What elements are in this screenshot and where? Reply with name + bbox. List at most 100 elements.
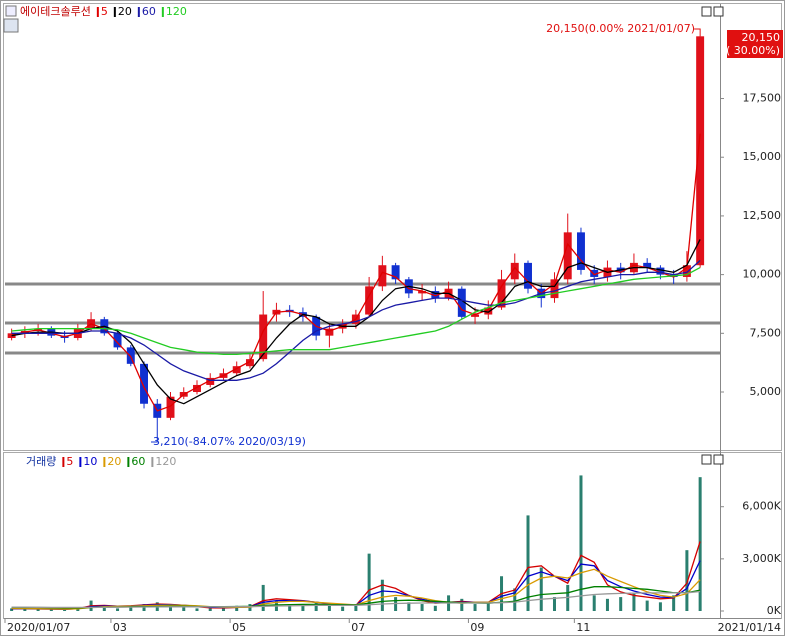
restore-button[interactable]	[701, 6, 712, 17]
close-button[interactable]	[713, 454, 724, 465]
candle-body	[232, 366, 241, 374]
volume-bar	[526, 515, 530, 611]
volume-bar	[354, 604, 358, 611]
volume-bar	[460, 598, 464, 611]
volume-bar	[407, 602, 411, 611]
candle-body	[577, 232, 585, 270]
candle-body	[682, 265, 691, 277]
candle-body	[656, 267, 665, 275]
volume-bar	[182, 607, 186, 611]
legend-swatch	[137, 7, 140, 17]
y-tick-label: 5,000	[750, 385, 782, 398]
volume-bar	[486, 602, 490, 611]
candle-body	[166, 396, 175, 418]
price-panel	[3, 3, 782, 451]
candle-body	[378, 265, 387, 287]
legend-label: 5	[66, 455, 73, 468]
volume-bar	[63, 609, 67, 611]
candle-body	[457, 288, 466, 317]
volume-bar	[129, 606, 133, 611]
ma-line	[11, 267, 701, 356]
legend-swatch	[96, 7, 99, 17]
x-tick-label: 07	[351, 621, 365, 634]
legend-title: 거래량	[26, 455, 56, 468]
volume-bar	[672, 595, 676, 611]
ma-line	[11, 133, 701, 412]
volume-bar	[513, 588, 517, 611]
volume-bar	[433, 605, 437, 611]
panel-icon[interactable]	[5, 5, 17, 17]
last-price-label: 20,150	[742, 31, 781, 44]
legend-swatch	[103, 457, 106, 467]
volume-bar	[539, 567, 543, 611]
last-price-box	[727, 30, 783, 58]
close-button[interactable]	[713, 6, 724, 17]
ma-line	[11, 239, 701, 405]
y-tick-label: 15,000	[743, 150, 782, 163]
volume-bar	[367, 553, 371, 611]
volume-bar	[579, 475, 583, 611]
volume-bar	[116, 608, 120, 611]
y-tick-label: 6,000K	[742, 500, 781, 513]
legend-swatch	[161, 7, 164, 17]
candle-body	[590, 269, 599, 277]
candle-body	[259, 314, 268, 360]
x-end-label: 2021/01/14	[718, 621, 781, 634]
volume-bar	[261, 584, 265, 611]
candle-body	[418, 291, 427, 294]
x-tick-label: 05	[232, 621, 246, 634]
legend-label: 60	[131, 455, 145, 468]
candle-body	[126, 347, 135, 364]
volume-bar	[10, 608, 14, 611]
candle-body	[245, 359, 254, 367]
legend-swatch	[113, 7, 116, 17]
candle-body	[113, 333, 122, 348]
candle-body	[696, 36, 705, 266]
low-label: 3,210(-84.07% 2020/03/19)	[153, 435, 306, 448]
candle-body	[431, 291, 440, 299]
volume-bar	[208, 608, 212, 611]
candle-body	[524, 262, 532, 289]
legend-label: 5	[101, 5, 108, 18]
volume-bar	[645, 600, 649, 611]
candle-body	[325, 328, 334, 336]
volume-bar	[685, 550, 689, 611]
y-tick-label: 7,500	[750, 326, 782, 339]
volume-bar	[592, 595, 596, 611]
high-label: 20,150(0.00% 2021/01/07)	[546, 22, 695, 35]
candle-body	[140, 363, 148, 404]
volume-bar	[632, 593, 636, 611]
volume-bar	[698, 477, 702, 611]
volume-bar	[327, 605, 331, 611]
y-tick-label: 0K	[767, 604, 782, 617]
volume-bar	[658, 602, 662, 611]
volume-bar	[552, 597, 556, 611]
volume-bar	[288, 604, 292, 611]
candle-body	[484, 307, 493, 315]
change-label: ( 30.00%)	[726, 44, 780, 57]
legend-swatch	[62, 457, 65, 467]
y-tick-label: 10,000	[743, 268, 782, 281]
candle-body	[391, 265, 400, 280]
candle-body	[365, 286, 374, 315]
x-tick-label: 03	[113, 621, 127, 634]
legend-title: 에이테크솔루션	[20, 5, 91, 18]
annotation-leader	[694, 28, 701, 37]
volume-bar	[473, 604, 477, 611]
volume-bar	[36, 608, 40, 611]
annotation-leader	[151, 434, 158, 443]
candle-body	[550, 279, 559, 299]
candle-body	[563, 232, 572, 280]
x-tick-label: 2020/01/07	[7, 621, 70, 634]
x-tick-label: 09	[470, 621, 484, 634]
legend-swatch	[79, 457, 82, 467]
volume-bar	[49, 609, 53, 611]
volume-bar	[314, 602, 318, 611]
y-tick-label: 17,500	[743, 92, 782, 105]
y-tick-label: 12,500	[743, 209, 782, 222]
restore-button[interactable]	[701, 454, 712, 465]
settings-icon[interactable]	[3, 18, 19, 33]
volume-bar	[102, 605, 106, 611]
volume-bar	[221, 607, 225, 611]
